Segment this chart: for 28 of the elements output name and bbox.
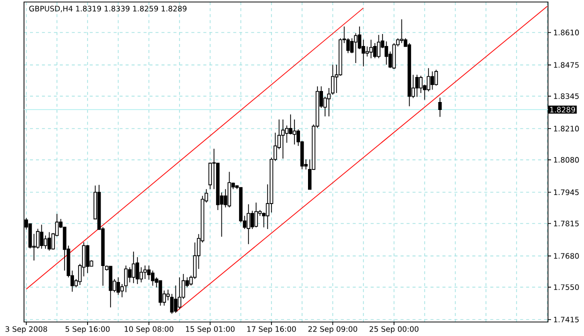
candlestick [392,42,396,70]
candlestick [139,266,143,283]
candlestick [354,32,358,64]
candlestick [48,232,52,252]
candlestick [369,39,373,59]
candlestick [281,119,285,160]
candlestick [400,18,404,44]
candlestick [350,38,354,54]
candlestick [254,202,258,228]
candlestick [346,38,350,54]
candlestick [228,171,232,208]
candlestick [86,244,90,274]
candlestick [170,293,174,314]
candlestick [158,280,162,306]
candlestick [246,204,250,245]
candlestick [128,266,132,283]
candlestick [143,265,147,280]
candlestick [373,42,377,59]
candlestick [376,34,380,59]
candlestick [419,75,423,94]
candlestick [434,69,438,86]
candlestick [116,276,120,296]
candlestick [430,71,434,90]
candlestick [44,235,48,250]
candlestick [178,276,182,310]
candlestick [40,224,44,250]
candlestick [132,251,136,284]
candlestick [147,265,151,280]
